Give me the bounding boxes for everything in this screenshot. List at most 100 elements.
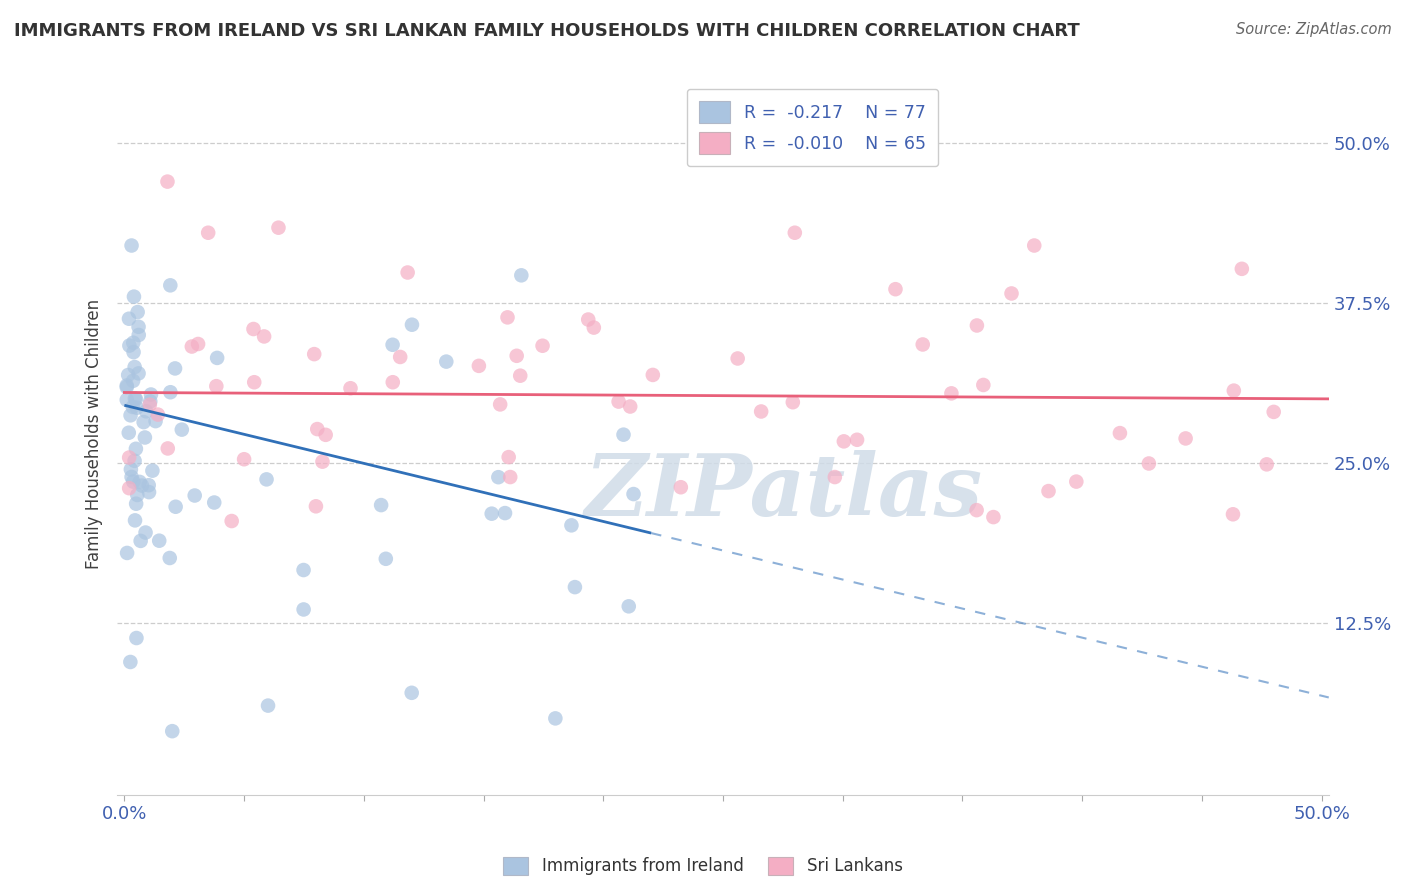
Point bbox=[159, 278, 181, 293]
Point bbox=[983, 510, 1005, 524]
Point bbox=[163, 361, 186, 376]
Point bbox=[156, 175, 179, 189]
Point bbox=[187, 337, 209, 351]
Point bbox=[749, 404, 772, 418]
Point bbox=[138, 478, 160, 492]
Point bbox=[122, 475, 145, 489]
Point bbox=[159, 385, 181, 400]
Point bbox=[1000, 286, 1022, 301]
Point bbox=[118, 311, 141, 326]
Point bbox=[118, 481, 141, 495]
Point bbox=[146, 408, 169, 422]
Point bbox=[1263, 405, 1285, 419]
Point bbox=[124, 392, 146, 406]
Point bbox=[122, 335, 145, 350]
Point bbox=[292, 563, 315, 577]
Point bbox=[132, 415, 155, 429]
Point bbox=[481, 507, 503, 521]
Point bbox=[396, 266, 419, 280]
Point bbox=[243, 376, 266, 390]
Point bbox=[494, 506, 516, 520]
Point bbox=[531, 339, 554, 353]
Point bbox=[122, 374, 145, 388]
Point bbox=[1256, 458, 1278, 472]
Point bbox=[619, 400, 641, 414]
Point bbox=[127, 305, 149, 319]
Point bbox=[125, 631, 148, 645]
Point bbox=[125, 497, 148, 511]
Point bbox=[307, 422, 329, 436]
Point bbox=[617, 599, 640, 614]
Point bbox=[127, 488, 149, 502]
Point bbox=[727, 351, 749, 366]
Point bbox=[115, 546, 138, 560]
Point bbox=[256, 472, 278, 486]
Point bbox=[221, 514, 243, 528]
Point bbox=[1066, 475, 1088, 489]
Point bbox=[669, 480, 692, 494]
Point bbox=[824, 470, 846, 484]
Point bbox=[381, 338, 404, 352]
Text: Source: ZipAtlas.com: Source: ZipAtlas.com bbox=[1236, 22, 1392, 37]
Point bbox=[1222, 508, 1244, 522]
Point bbox=[1038, 484, 1060, 499]
Point bbox=[374, 551, 396, 566]
Point bbox=[544, 711, 567, 725]
Point bbox=[165, 500, 187, 514]
Point bbox=[115, 378, 138, 392]
Point bbox=[120, 462, 142, 476]
Point bbox=[505, 349, 527, 363]
Point bbox=[120, 409, 142, 423]
Point bbox=[233, 452, 256, 467]
Point bbox=[159, 551, 181, 566]
Point bbox=[135, 404, 157, 418]
Point bbox=[966, 318, 988, 333]
Point bbox=[253, 329, 276, 343]
Point bbox=[134, 430, 156, 444]
Point bbox=[783, 226, 806, 240]
Legend: Immigrants from Ireland, Sri Lankans: Immigrants from Ireland, Sri Lankans bbox=[495, 848, 911, 884]
Point bbox=[135, 525, 157, 540]
Point bbox=[389, 350, 412, 364]
Point bbox=[139, 387, 162, 401]
Point bbox=[128, 328, 150, 343]
Point bbox=[401, 686, 423, 700]
Point bbox=[121, 238, 143, 252]
Point bbox=[576, 312, 599, 326]
Point bbox=[1223, 384, 1246, 398]
Point bbox=[846, 433, 869, 447]
Point bbox=[560, 518, 582, 533]
Point bbox=[128, 367, 150, 381]
Point bbox=[612, 427, 634, 442]
Point bbox=[1230, 261, 1253, 276]
Point bbox=[141, 464, 163, 478]
Point bbox=[205, 379, 228, 393]
Point bbox=[122, 345, 145, 359]
Point bbox=[311, 455, 333, 469]
Point bbox=[401, 318, 423, 332]
Point bbox=[122, 290, 145, 304]
Point bbox=[884, 282, 907, 296]
Point bbox=[1174, 432, 1197, 446]
Text: ZIPatlas: ZIPatlas bbox=[585, 450, 983, 533]
Point bbox=[302, 347, 325, 361]
Text: IMMIGRANTS FROM IRELAND VS SRI LANKAN FAMILY HOUSEHOLDS WITH CHILDREN CORRELATIO: IMMIGRANTS FROM IRELAND VS SRI LANKAN FA… bbox=[14, 22, 1080, 40]
Point bbox=[125, 401, 148, 415]
Point bbox=[370, 498, 392, 512]
Point bbox=[180, 339, 202, 353]
Point bbox=[124, 513, 146, 527]
Point bbox=[156, 442, 179, 456]
Point bbox=[339, 381, 361, 395]
Point bbox=[118, 425, 141, 440]
Point bbox=[205, 351, 228, 365]
Point bbox=[115, 380, 138, 394]
Point bbox=[197, 226, 219, 240]
Point bbox=[183, 489, 205, 503]
Point bbox=[832, 434, 855, 449]
Point bbox=[564, 580, 586, 594]
Point bbox=[782, 395, 804, 409]
Point bbox=[468, 359, 491, 373]
Point bbox=[115, 392, 138, 407]
Point bbox=[124, 454, 146, 468]
Point bbox=[509, 368, 531, 383]
